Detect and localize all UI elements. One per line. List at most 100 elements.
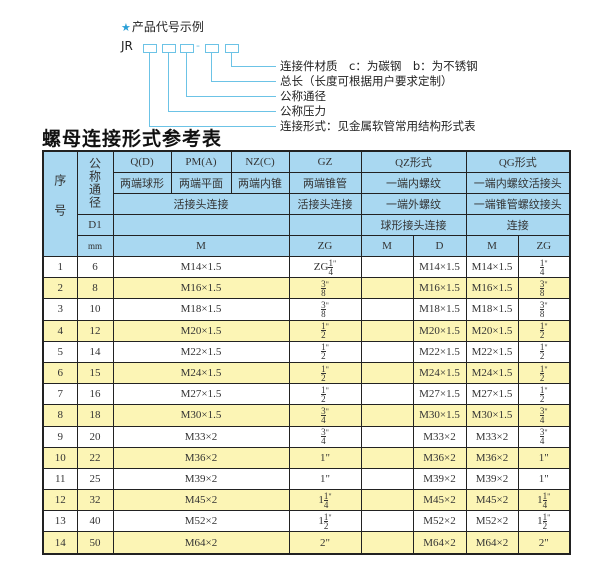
cell-qg-m: M30×1.5 [465,404,519,427]
cell-no: 14 [42,531,78,555]
cell-qg-zg: 2" [517,531,571,555]
zg-denominator: 4 [323,499,329,510]
table-row: 14 50 M64×2 2" M64×2 M64×2 2" [42,531,571,555]
cell-m: M20×1.5 [112,319,290,342]
leader-line [231,53,232,66]
zg-numerator: 3 [321,299,326,310]
cell-qz-d: M64×2 [412,531,467,555]
cell-qg-m: M27×1.5 [465,383,519,406]
cell-qz-m [360,298,414,321]
cell-dn: 25 [76,467,114,491]
zg-denominator: 4 [321,414,326,425]
zg-denominator: 4 [539,414,545,425]
zg-denominator: 2 [539,393,545,404]
cell-m: M64×2 [112,531,290,555]
leader-line [231,66,276,67]
cell-qg-m: M52×2 [465,510,519,533]
header-qz-desc1: 一端内螺纹 [360,172,467,194]
cell-qg-m: M16×1.5 [465,277,519,300]
zg-text: 2" [538,536,549,549]
cell-zg: ZG 1 4 " [288,255,362,279]
inch-mark: " [325,343,329,353]
inch-mark: " [325,279,329,289]
cell-dn: 16 [76,383,114,406]
zg-denominator: 4 [321,436,326,447]
table-row: 3 10 M18×1.5 3 8 " M18×1.5 M18×1.5 3 8 " [42,298,571,321]
zg-denominator: 2 [321,372,326,383]
cell-zg: 1 2 " [288,340,362,363]
inch-mark: " [544,406,548,416]
cell-qz-m [360,510,414,533]
zg-numerator: 1 [321,342,326,353]
cell-no: 7 [42,383,78,406]
cell-qz-d: M16×1.5 [412,277,467,300]
cell-qz-m [360,425,414,448]
cell-qz-m [360,467,414,491]
cell-no: 1 [42,255,78,279]
header-qg-desc2: 一端锥管螺纹接头 [465,193,571,215]
leader-line [168,111,276,112]
header-qg-desc1: 一端内螺纹活接头 [465,172,571,194]
zg-whole: 1 [537,514,543,527]
code-box-material [225,44,239,53]
inch-mark: " [547,491,551,501]
cell-qz-d: M24×1.5 [412,361,467,385]
cell-qz-d: M30×1.5 [412,404,467,427]
cell-qg-m: M33×2 [465,425,519,448]
table-title: 螺母连接形式参考表 [42,128,223,150]
leader-line [211,81,276,82]
cell-qz-m [360,319,414,342]
cell-zg: 1 2 " [288,361,362,385]
cell-dn: 50 [76,531,114,555]
header-seq: 序号 [42,150,78,257]
cell-dn: 22 [76,446,114,469]
cell-qg-zg: 3 4 " [517,404,571,427]
cell-m: M14×1.5 [112,255,290,279]
zg-numerator: 1 [539,384,545,395]
zg-numerator: 1 [539,257,545,268]
zg-text: 1" [538,451,549,464]
zg-numerator: 1 [321,384,326,395]
cell-qz-d: M33×2 [412,425,467,448]
code-box-pressure [162,44,176,53]
cell-qg-zg: 1 4 " [517,255,571,279]
table-row: 7 16 M27×1.5 1 2 " M27×1.5 M27×1.5 1 2 " [42,383,571,406]
zg-numerator: 1 [328,257,333,268]
header-qg: QG形式 [465,150,571,173]
zg-numerator: 1 [542,511,548,522]
cell-qg-zg: 1 2 " [517,340,571,363]
table-row: 6 15 M24×1.5 1 2 " M24×1.5 M24×1.5 1 2 " [42,361,571,385]
label-diameter: 公称通径 [280,89,326,103]
table-row: 10 22 M36×2 1" M36×2 M36×2 1" [42,446,571,469]
zg-text: 1" [320,472,330,485]
table-row: 8 18 M30×1.5 3 4 " M30×1.5 M30×1.5 3 4 " [42,404,571,427]
header-pm-desc: 两端平面 [170,172,232,194]
nut-connection-table: 序号 公称通径 Q(D) PM(A) NZ(C) GZ QZ形式 QG形式 两端… [42,150,572,555]
inch-mark: " [544,364,548,374]
zg-denominator: 4 [539,436,545,447]
header-gz: GZ [288,150,362,173]
cell-m: M36×2 [112,446,290,469]
header-empty [288,214,362,236]
cell-zg: 3 8 " [288,277,362,300]
label-connection: 连接形式：见金属软管常用结构形式表 [280,119,476,133]
leader-line [211,53,212,81]
code-prefix: JR [121,39,133,53]
cell-no: 11 [42,467,78,491]
table-row: 13 40 M52×2 1 1 2 " M52×2 M52×2 1 1 2 " [42,510,571,533]
cell-qz-m [360,531,414,555]
cell-zg: 3 4 " [288,425,362,448]
header-nominal: 公称通径 [76,150,114,215]
cell-qz-d: M45×2 [412,489,467,512]
cell-dn: 10 [76,298,114,321]
inch-mark: " [325,300,329,310]
cell-zg: 1 1 4 " [288,489,362,512]
leader-line [186,53,187,96]
